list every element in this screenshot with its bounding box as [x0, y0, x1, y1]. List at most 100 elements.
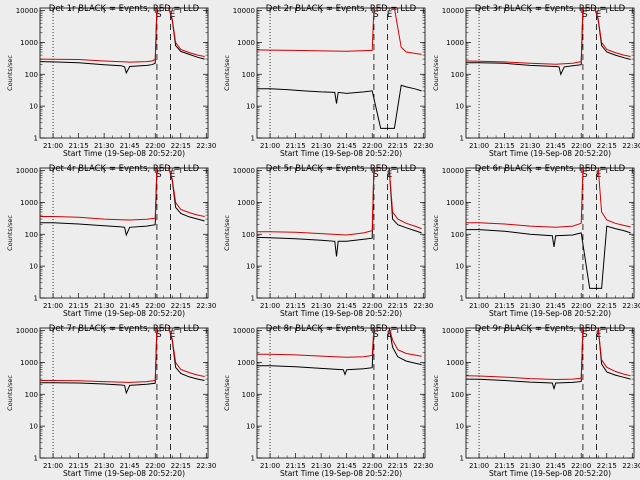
x-tick-label: 22:15 — [171, 462, 191, 470]
x-axis-label: Start Time (19-Sep-08 20:52:20) — [63, 149, 185, 158]
y-axis-label: Counts/sec — [6, 375, 14, 411]
y-tick-label: 10 — [455, 263, 464, 271]
y-axis-label: Counts/sec — [432, 55, 440, 91]
x-tick-label: 22:15 — [388, 142, 408, 150]
x-tick-label: 21:15 — [69, 302, 89, 310]
x-tick-label: 21:30 — [94, 142, 114, 150]
x-tick-label: 22:00 — [362, 142, 382, 150]
y-tick-label: 10 — [246, 423, 255, 431]
x-axis-label: Start Time (19-Sep-08 20:52:20) — [489, 309, 611, 318]
y-tick-label: 100 — [25, 391, 38, 399]
x-tick-label: 22:15 — [597, 462, 617, 470]
chart-title: Det 7r BLACK = Events, RED = LLD — [49, 324, 200, 334]
y-tick-label: 1 — [460, 135, 464, 143]
plot-frame — [39, 327, 209, 459]
x-axis-label: Start Time (19-Sep-08 20:52:20) — [489, 469, 611, 478]
x-tick-label: 22:00 — [571, 142, 591, 150]
y-tick-label: 100 — [25, 231, 38, 239]
series-line-lld — [466, 7, 631, 65]
y-tick-label: 10000 — [16, 327, 38, 335]
series-line-lld — [466, 327, 631, 381]
marker-label-s: S — [156, 10, 161, 20]
series-line-events — [40, 327, 205, 395]
marker-label-e: E — [170, 10, 175, 20]
x-tick-label: 21:30 — [94, 462, 114, 470]
y-tick-label: 1 — [251, 135, 255, 143]
x-tick-label: 21:00 — [469, 462, 489, 470]
x-tick-label: 22:00 — [571, 302, 591, 310]
x-tick-label: 21:30 — [520, 302, 540, 310]
y-tick-label: 100 — [242, 231, 255, 239]
series-line-events — [466, 225, 631, 289]
x-axis-label: Start Time (19-Sep-08 20:52:20) — [63, 469, 185, 478]
y-tick-label: 10000 — [442, 327, 464, 335]
series-line-lld — [257, 7, 422, 55]
y-tick-label: 1000 — [20, 199, 38, 207]
x-tick-label: 21:45 — [120, 142, 140, 150]
marker-label-s: S — [373, 10, 378, 20]
x-tick-label: 21:45 — [120, 462, 140, 470]
x-tick-label: 21:00 — [260, 462, 280, 470]
x-tick-label: 21:15 — [286, 302, 306, 310]
y-tick-label: 100 — [451, 71, 464, 79]
x-tick-label: 22:00 — [145, 142, 165, 150]
y-axis-label: Counts/sec — [223, 215, 231, 251]
x-tick-label: 22:15 — [597, 302, 617, 310]
x-tick-label: 22:15 — [171, 142, 191, 150]
x-tick-label: 21:15 — [69, 462, 89, 470]
y-tick-label: 1 — [251, 455, 255, 463]
series-line-lld — [466, 167, 631, 228]
y-tick-label: 10 — [246, 103, 255, 111]
marker-label-s: S — [582, 10, 587, 20]
plot-frame — [465, 327, 635, 459]
marker-label-e: E — [596, 10, 601, 20]
x-tick-label: 22:00 — [362, 302, 382, 310]
y-tick-label: 1 — [251, 295, 255, 303]
x-tick-label: 21:30 — [311, 302, 331, 310]
marker-label-s: S — [582, 330, 587, 340]
plot-frame — [39, 7, 209, 139]
marker-label-s: S — [582, 170, 587, 180]
x-axis-label: Start Time (19-Sep-08 20:52:20) — [280, 469, 402, 478]
x-axis-label: Start Time (19-Sep-08 20:52:20) — [280, 309, 402, 318]
y-axis-label: Counts/sec — [6, 215, 14, 251]
y-axis-label: Counts/sec — [223, 375, 231, 411]
x-tick-label: 21:45 — [337, 462, 357, 470]
chart-title: Det 2r BLACK = Events, RED = LLD — [266, 4, 417, 14]
x-tick-label: 21:45 — [546, 462, 566, 470]
x-tick-label: 21:00 — [43, 462, 63, 470]
series-line-events — [40, 167, 205, 237]
plot-frame — [39, 167, 209, 299]
y-tick-label: 10 — [29, 423, 38, 431]
y-tick-label: 1000 — [20, 359, 38, 367]
x-tick-label: 21:00 — [469, 302, 489, 310]
marker-label-s: S — [156, 170, 161, 180]
marker-label-s: S — [156, 330, 161, 340]
y-tick-label: 1 — [460, 295, 464, 303]
x-tick-label: 22:15 — [388, 462, 408, 470]
y-tick-label: 1 — [34, 135, 38, 143]
chart-title: Det 6r BLACK = Events, RED = LLD — [475, 164, 626, 174]
y-tick-label: 100 — [25, 71, 38, 79]
y-tick-label: 10000 — [16, 7, 38, 15]
series-line-events — [257, 84, 422, 129]
x-tick-label: 22:30 — [622, 142, 640, 150]
y-axis-label: Counts/sec — [432, 215, 440, 251]
x-tick-label: 21:45 — [337, 302, 357, 310]
y-tick-label: 10000 — [233, 167, 255, 175]
x-axis-label: Start Time (19-Sep-08 20:52:20) — [280, 149, 402, 158]
y-tick-label: 10 — [29, 103, 38, 111]
y-axis-label: Counts/sec — [223, 55, 231, 91]
x-tick-label: 22:15 — [171, 302, 191, 310]
x-tick-label: 22:30 — [413, 462, 433, 470]
y-tick-label: 10000 — [442, 7, 464, 15]
series-line-events — [257, 167, 422, 257]
chart-title: Det 5r BLACK = Events, RED = LLD — [266, 164, 417, 174]
